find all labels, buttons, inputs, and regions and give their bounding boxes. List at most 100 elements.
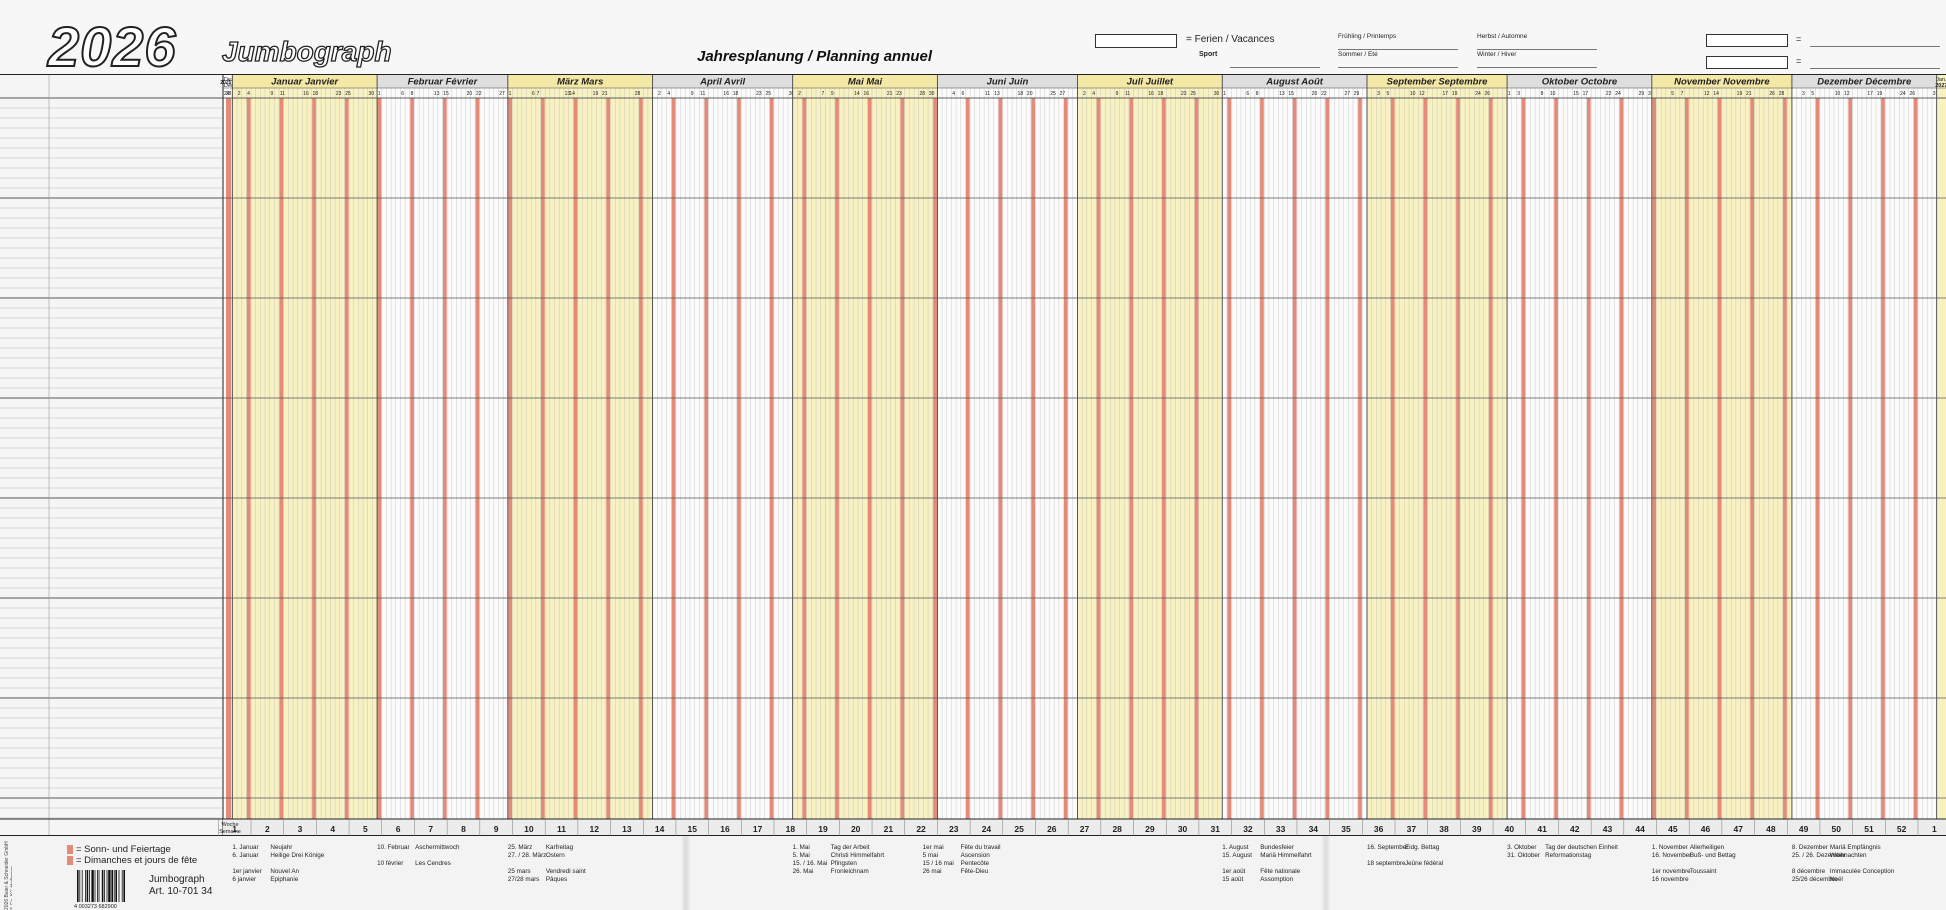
day-tick-label: 8 xyxy=(1256,91,1259,97)
day-tick-label: 17 xyxy=(1443,91,1449,97)
day-tick-label: 13 xyxy=(994,91,1000,97)
barcode-bar xyxy=(111,870,113,902)
sunday-column xyxy=(1031,98,1035,819)
day-tick-label: 9 xyxy=(1116,91,1119,97)
sunday-column xyxy=(573,98,578,819)
day-tick-label: 2 xyxy=(238,91,241,97)
barcode-bar xyxy=(104,870,105,902)
sport-label: Sport xyxy=(1199,51,1218,58)
holiday-names: Neujahr Heilige Drei Könige Nouvel An Epip… xyxy=(270,844,325,883)
day-tick-label: 14 xyxy=(854,91,860,97)
barcode-bar xyxy=(94,870,96,902)
holiday-dates: 25. März 27. / 28. März 25 mars 27/28 mars xyxy=(507,844,547,883)
day-tick-label: 6 xyxy=(532,91,535,97)
day-tick-label: 29 xyxy=(1639,91,1645,97)
week-number: 17 xyxy=(753,824,763,834)
day-tick-label: 5 xyxy=(1811,91,1814,97)
day-tick-label: 16 xyxy=(1148,91,1154,97)
week-number: 30 xyxy=(1178,824,1188,834)
ferien-box[interactable] xyxy=(1095,34,1177,48)
day-tick-label: 24 xyxy=(1475,91,1481,97)
week-row-bg xyxy=(223,819,1946,836)
week-label-de: Woche xyxy=(221,822,238,828)
week-number: 5 xyxy=(363,824,368,834)
day-tick-label: 20 xyxy=(467,91,473,97)
week-label-fr: Semaine xyxy=(219,829,241,835)
prev-month-day: 24 xyxy=(224,91,230,97)
sunday-column xyxy=(246,98,251,819)
day-tick-label: 9 xyxy=(270,91,273,97)
year-title: 2026 xyxy=(47,14,177,79)
month-label-januar: Januar Janvier xyxy=(271,77,339,88)
sunday-column xyxy=(1423,98,1428,819)
custom-box-1[interactable] xyxy=(1706,34,1788,47)
month-label-august: August Août xyxy=(1265,77,1323,88)
product-art: Art. 10-701 34 xyxy=(149,886,213,897)
day-tick-label: 12 xyxy=(1704,91,1710,97)
week-number: 27 xyxy=(1080,824,1090,834)
barcode-bar xyxy=(106,870,108,902)
season-summer-line xyxy=(1338,67,1458,68)
holiday-names: Mariä Empfängnis Weihnachten Immaculée Co… xyxy=(1829,844,1895,883)
day-tick-label: 13 xyxy=(1279,91,1285,97)
sunday-column xyxy=(1586,98,1591,819)
day-tick-label: 3 xyxy=(1377,91,1380,97)
sunday-column xyxy=(1390,98,1395,819)
day-tick-label: 4 xyxy=(952,91,955,97)
week-number: 36 xyxy=(1374,824,1384,834)
prev-month-sunday xyxy=(226,98,232,819)
sunday-column xyxy=(933,98,937,819)
day-tick-label: 4 xyxy=(247,91,250,97)
day-tick-label: 5 xyxy=(1671,91,1674,97)
week-number: 19 xyxy=(818,824,828,834)
day-tick-label: 26 xyxy=(1769,91,1775,97)
day-tick-label: 6 xyxy=(401,91,404,97)
week-number: 50 xyxy=(1832,824,1842,834)
day-tick-label: 13 xyxy=(434,91,440,97)
sunday-column xyxy=(442,98,447,819)
season-winter-line xyxy=(1477,67,1597,68)
barcode-bar xyxy=(98,870,100,902)
sunday-column xyxy=(1358,98,1362,819)
prev-month-label-fr: Déc. xyxy=(224,83,236,89)
season-winter: Winter / Hiver xyxy=(1477,51,1517,58)
week-number: 46 xyxy=(1701,824,1711,834)
sunday-column xyxy=(606,98,611,819)
month-header-bg xyxy=(377,74,508,88)
season-autumn: Herbst / Automne xyxy=(1477,33,1528,40)
day-tick-label: 13 xyxy=(565,91,571,97)
day-tick-label: 6 xyxy=(962,91,965,97)
barcode-bar xyxy=(81,870,83,902)
day-tick-label: 21 xyxy=(887,91,893,97)
barcode-bar xyxy=(85,870,86,902)
day-tick-label: 2 xyxy=(798,91,801,97)
month-header-bg xyxy=(1791,74,1937,88)
barcode-bar xyxy=(86,870,89,902)
week-number: 25 xyxy=(1014,824,1024,834)
sunday-column xyxy=(1521,98,1526,819)
custom-box-2[interactable] xyxy=(1706,56,1788,69)
day-tick-label: 19 xyxy=(1877,91,1883,97)
week-number: 10 xyxy=(524,824,534,834)
month-header-bg xyxy=(937,74,1078,88)
day-tick-label: 1 xyxy=(509,91,512,97)
day-tick-label: 22 xyxy=(1606,91,1612,97)
sunday-column xyxy=(508,98,513,819)
day-tick-label: 19 xyxy=(593,91,599,97)
day-tick-label: 11 xyxy=(1125,91,1130,97)
week-number: 40 xyxy=(1505,824,1515,834)
day-tick-label: 24 xyxy=(1900,91,1906,97)
barcode xyxy=(77,870,125,902)
month-label-dezember: Dezember Décembre xyxy=(1817,77,1912,88)
holiday-names: Fête du travail Ascension Pentecôte Fête-Di… xyxy=(960,844,1001,875)
month-header-bg xyxy=(1366,74,1508,88)
day-tick-label: 1 xyxy=(378,91,381,97)
sunday-column xyxy=(1685,98,1689,819)
sunday-column xyxy=(1325,98,1330,819)
holiday-names: Tag der deutschen Einheit Reformationstag xyxy=(1545,844,1618,859)
week-number: 6 xyxy=(396,824,401,834)
barcode-bar xyxy=(101,870,104,902)
season-spring: Frühling / Printemps xyxy=(1338,33,1397,40)
day-tick-label: 14 xyxy=(569,91,575,97)
day-tick-label: 3 xyxy=(1517,91,1520,97)
